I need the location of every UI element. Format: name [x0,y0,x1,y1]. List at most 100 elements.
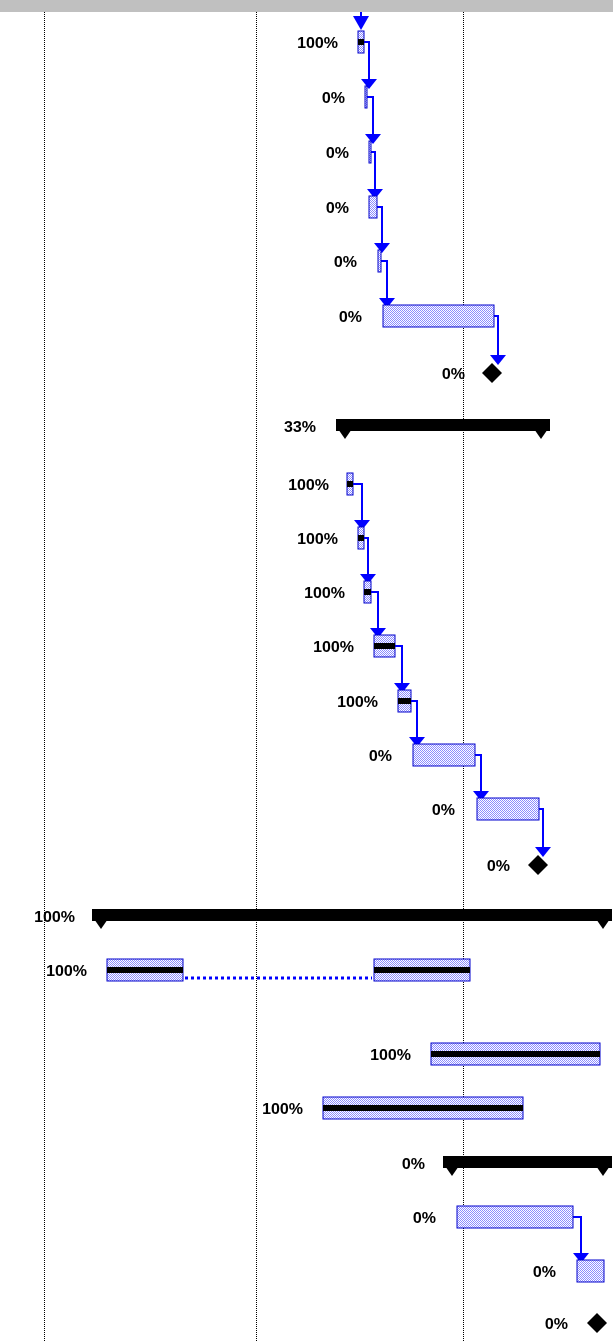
gantt-row-9: 100% [288,472,354,496]
gantt-row-7: 0% [442,363,502,383]
gantt-row-13: 100% [337,689,412,713]
dependency-link [374,206,390,253]
gantt-row-20: 100% [262,1096,524,1120]
task-bar [576,1259,605,1283]
task-bar [322,1096,524,1120]
percent-complete-label: 0% [545,1316,568,1333]
progress-bar [374,967,470,973]
percent-complete-label: 100% [313,639,354,656]
percent-complete-label: 100% [46,963,87,980]
dependency-link [490,315,506,365]
task-bar [346,472,354,496]
task-bar [373,634,396,658]
milestone-diamond [528,855,548,875]
dependency-link [394,645,410,693]
gantt-row-4: 0% [326,195,378,219]
percent-complete-label: 0% [413,1210,436,1227]
gantt-row-5: 0% [334,249,382,273]
progress-bar [364,589,371,595]
gantt-row-18: 100% [46,958,471,982]
gantt-row-3: 0% [326,140,372,164]
percent-complete-label: 0% [326,200,349,217]
dependency-link [365,96,381,144]
task-bar [368,140,372,164]
progress-bar [398,698,411,704]
task-bar [382,304,495,328]
gantt-row-23: 0% [533,1259,605,1283]
task-bar [357,30,365,54]
timescale-header-strip [0,0,613,12]
summary-bar [336,419,550,439]
task-bar [456,1205,574,1229]
gantt-row-11: 100% [304,580,372,604]
gantt-row-6: 0% [339,304,495,328]
task-bar [430,1042,601,1066]
progress-bar [107,967,183,973]
progress-bar [431,1051,600,1057]
progress-bar [358,535,364,541]
percent-complete-label: 100% [337,694,378,711]
percent-complete-label: 0% [442,366,465,383]
percent-complete-label: 100% [288,477,329,494]
dependency-link [353,12,369,30]
dependency-link [573,1216,589,1263]
task-bar [368,195,378,219]
percent-complete-label: 100% [297,531,338,548]
task-bar [377,249,382,273]
gantt-row-19: 100% [370,1042,601,1066]
percent-complete-label: 0% [326,145,349,162]
gantt-row-14: 0% [369,743,476,767]
task-bar [412,743,476,767]
milestone-diamond [587,1313,607,1333]
progress-bar [323,1105,523,1111]
percent-complete-label: 100% [304,585,345,602]
percent-complete-label: 0% [339,309,362,326]
percent-complete-label: 33% [284,419,316,436]
task-bar [373,958,471,982]
percent-complete-label: 0% [334,254,357,271]
percent-complete-label: 0% [322,90,345,107]
percent-complete-label: 0% [533,1264,556,1281]
dependency-link [473,754,489,801]
percent-complete-label: 0% [369,748,392,765]
task-bar [106,958,184,982]
gantt-row-15: 0% [432,797,540,821]
percent-complete-label: 0% [432,802,455,819]
progress-bar [358,39,364,45]
gantt-row-16: 0% [487,855,548,875]
task-bar [363,580,372,604]
dependency-link [353,483,370,530]
gantt-row-17: 100% [34,909,612,929]
milestone-diamond [482,363,502,383]
gantt-row-22: 0% [413,1205,574,1229]
dependency-link [360,537,376,584]
percent-complete-label: 100% [297,35,338,52]
percent-complete-label: 100% [262,1101,303,1118]
gantt-row-2: 0% [322,85,368,109]
dependency-link [361,41,377,89]
gantt-row-8: 33% [284,419,550,439]
progress-bar [347,481,353,487]
task-bar [476,797,540,821]
progress-bar [374,643,395,649]
dependency-link [367,151,383,199]
gantt-row-21: 0% [402,1156,612,1176]
gantt-row-1: 100% [297,30,365,54]
dependency-link [409,700,425,747]
timescale-divider-1 [44,12,45,1341]
gantt-row-10: 100% [297,526,365,550]
task-bar [397,689,412,713]
task-bar [364,85,368,109]
dependency-link [370,591,386,638]
percent-complete-label: 100% [370,1047,411,1064]
summary-bar [92,909,612,929]
gantt-row-24: 0% [545,1313,607,1333]
timescale-divider-3 [463,12,464,1341]
gantt-row-12: 100% [313,634,396,658]
summary-bar [443,1156,612,1176]
dependency-link [535,808,551,857]
task-bar [357,526,365,550]
percent-complete-label: 100% [34,909,75,926]
